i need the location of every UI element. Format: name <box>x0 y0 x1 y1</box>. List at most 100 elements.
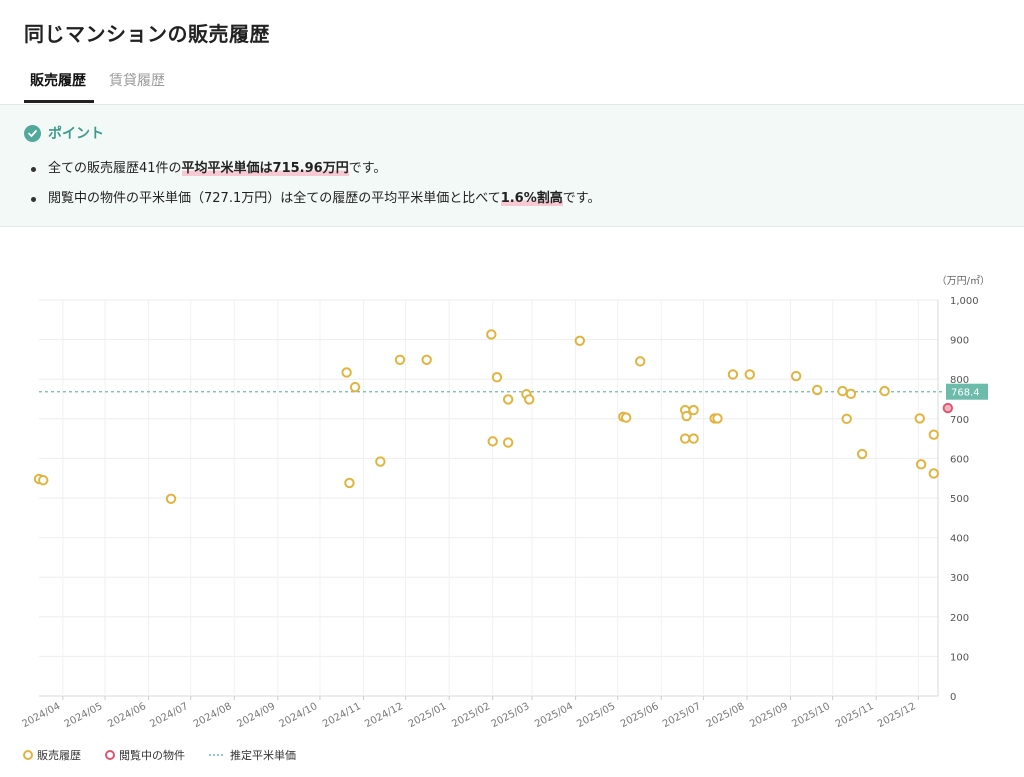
sales-point <box>502 394 514 405</box>
sales-point <box>845 388 857 400</box>
sales-point <box>344 477 355 489</box>
bullet-text: です。 <box>562 191 601 206</box>
point-heading: ポイント <box>24 123 104 143</box>
legend-sales-marker <box>23 750 33 760</box>
y-tick-label: 1,000 <box>950 296 979 307</box>
y-tick-label: 700 <box>950 415 969 426</box>
sales-point <box>744 369 755 380</box>
sales-point <box>837 385 848 397</box>
legend-current-label: 閲覧中の物件 <box>119 748 185 762</box>
check-circle-icon <box>24 124 41 142</box>
x-tick-label: 2025/04 <box>533 701 575 730</box>
x-axis-ticks: 2024/04 2024/05 2024/06 2024/07 2024/08 2024/… <box>20 701 917 730</box>
sales-point <box>790 370 802 382</box>
point-bullets: 全ての販売履歴41件の平均平米単価は715.96万円です。 閲覧中の物件の平米単… <box>30 158 600 218</box>
x-tick-label: 2025/05 <box>575 701 617 730</box>
x-tick-label: 2024/06 <box>106 701 148 730</box>
sales-point <box>487 436 498 447</box>
x-tick-label: 2024/12 <box>363 701 405 730</box>
y-tick-label: 600 <box>950 454 969 465</box>
tab-rental-history[interactable]: 賃貸履歴 <box>109 73 165 89</box>
x-tick-label: 2025/03 <box>490 701 532 730</box>
sales-point <box>165 493 177 504</box>
legend-current-marker <box>105 750 115 760</box>
data-points <box>33 329 954 504</box>
sales-point <box>681 410 692 422</box>
sales-point <box>620 412 632 423</box>
x-tick-label: 2024/05 <box>63 701 105 730</box>
x-tick-label: 2024/04 <box>20 701 62 730</box>
sales-point <box>394 354 406 365</box>
sales-point <box>688 404 699 416</box>
active-tab-indicator <box>24 100 94 103</box>
point-panel: ポイント 全ての販売履歴41件の平均平米単価は715.96万円です。 閲覧中の物… <box>0 104 1024 227</box>
x-tick-label: 2025/07 <box>661 701 703 730</box>
bullet-highlight: 1.6%割高 <box>500 191 563 206</box>
sales-point <box>811 384 823 396</box>
sales-point <box>486 329 497 340</box>
sales-point <box>341 367 352 378</box>
y-tick-label: 800 <box>950 375 969 386</box>
y-axis-ticks: 0 100 200 300 400 500 600 700 800 900 1,000 <box>950 296 979 703</box>
sales-point <box>688 433 699 444</box>
tab-sales-history[interactable]: 販売履歴 <box>30 73 86 89</box>
x-tick-label: 2025/06 <box>619 701 661 730</box>
sales-point <box>502 437 514 448</box>
point-title: ポイント <box>48 126 104 142</box>
sales-point <box>574 335 586 346</box>
sales-point <box>841 413 852 425</box>
page-title: 同じマンションの販売履歴 <box>24 22 270 46</box>
x-tick-label: 2025/09 <box>748 701 790 730</box>
y-tick-label: 900 <box>950 336 969 347</box>
sales-point <box>679 433 691 444</box>
x-tick-label: 2025/12 <box>876 701 918 730</box>
sales-point <box>915 459 927 470</box>
y-tick-label: 100 <box>950 652 969 663</box>
sales-point <box>879 385 890 397</box>
y-tick-label: 300 <box>950 573 969 584</box>
sales-point <box>856 448 868 460</box>
x-tick-label: 2025/08 <box>705 701 747 730</box>
x-tick-label: 2024/11 <box>321 701 363 730</box>
sales-point <box>349 381 361 393</box>
bullet-text: 閲覧中の物件の平米単価（727.1万円）は全ての履歴の平均平米単価と比べて <box>48 191 501 206</box>
sales-point <box>635 356 646 367</box>
tab-bar: 販売履歴 賃貸履歴 <box>0 60 1024 104</box>
x-tick-label: 2024/07 <box>148 701 190 730</box>
sales-point <box>914 413 925 424</box>
current-property-point <box>942 402 954 414</box>
y-axis-unit-label: （万円/㎡） <box>937 275 990 287</box>
bullet-highlight: 平均平米単価は715.96万円 <box>181 161 349 176</box>
estimate-badge-label: 768.4 <box>951 388 980 399</box>
y-tick-label: 0 <box>950 692 956 703</box>
legend-estimate-label: 推定平米単価 <box>230 748 296 762</box>
price-scatter-chart: （万円/㎡） 0 100 200 300 400 500 600 700 800 900 1,000… <box>20 275 990 762</box>
estimate-line-group: 768.4 <box>39 383 988 400</box>
bullet-text: 全ての販売履歴41件の <box>48 161 182 176</box>
x-tick-label: 2025/10 <box>790 701 832 730</box>
sales-point <box>375 456 386 467</box>
y-tick-label: 400 <box>950 534 969 545</box>
point-bullet-comparison: 閲覧中の物件の平米単価（727.1万円）は全ての履歴の平均平米単価と比べて1.6… <box>30 188 600 218</box>
y-tick-label: 500 <box>950 494 969 505</box>
estimate-badge <box>946 383 988 400</box>
sales-point <box>712 413 723 424</box>
bullet-text: です。 <box>348 161 387 176</box>
sales-point <box>421 354 432 365</box>
x-tick-label: 2024/10 <box>277 701 319 730</box>
legend-sales-label: 販売履歴 <box>37 749 81 762</box>
sales-point <box>727 369 739 380</box>
point-bullet-average: 全ての販売履歴41件の平均平米単価は715.96万円です。 <box>30 158 600 188</box>
sales-point <box>491 372 503 383</box>
sales-point <box>38 474 49 486</box>
sales-point <box>524 394 535 405</box>
x-tick-label: 2025/01 <box>407 701 449 730</box>
x-tick-label: 2024/09 <box>235 701 277 730</box>
sales-point <box>928 468 939 479</box>
chart-area: （万円/㎡） 0 100 200 300 400 500 600 700 800 900 1,000… <box>0 226 1024 773</box>
chart-legend: 販売履歴 閲覧中の物件 推定平米単価 <box>23 748 296 762</box>
page-header: 同じマンションの販売履歴 販売履歴 賃貸履歴 <box>0 0 1024 104</box>
chart-grid <box>39 299 939 700</box>
sales-point <box>928 429 939 440</box>
x-tick-label: 2025/02 <box>450 701 492 730</box>
